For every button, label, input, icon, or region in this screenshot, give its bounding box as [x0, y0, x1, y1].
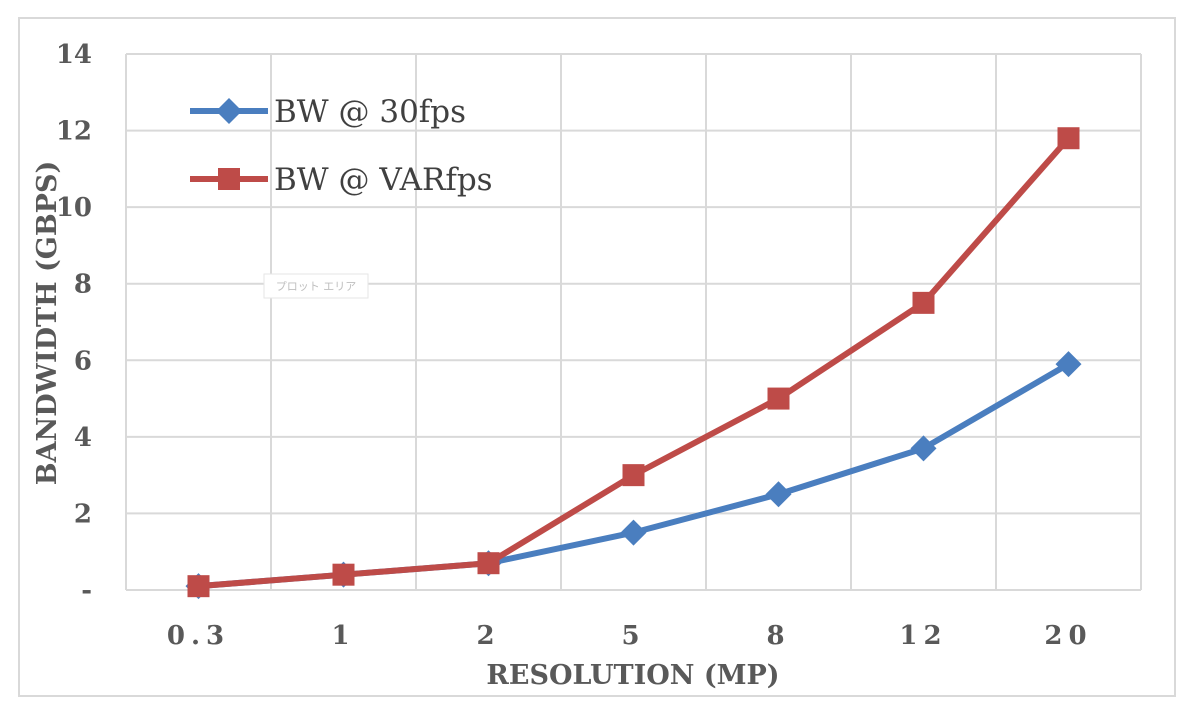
x-tick-label-3: 5: [621, 621, 645, 651]
x-tick-label-2: 2: [476, 621, 500, 651]
series-1-point-2: [477, 552, 500, 575]
x-axis-ticks: 0.3 1 2 5 8 12 20: [167, 621, 1092, 651]
series-1-point-0: [187, 575, 210, 598]
y-tick-label-2: 4: [74, 423, 92, 453]
y-tick-label-6: 12: [56, 117, 92, 147]
series-0-point-6: [1055, 351, 1082, 378]
x-tick-label-4: 8: [766, 621, 790, 651]
legend-label-1: BW @ VARfps: [274, 162, 493, 198]
y-tick-label-1: 2: [74, 499, 92, 529]
plot-area-tooltip: プロット エリア: [263, 273, 369, 299]
series-1-point-4: [767, 387, 790, 410]
series-0-point-4: [765, 481, 792, 508]
x-tick-label-6: 20: [1044, 621, 1092, 651]
grid: [125, 53, 1142, 591]
y-tick-label-7: 14: [56, 40, 92, 70]
x-axis-title: RESOLUTION (MP): [486, 660, 779, 691]
y-axis-ticks: - 2 4 6 8 10 12 14: [56, 40, 92, 606]
series-1: [187, 127, 1080, 598]
y-tick-label-3: 6: [74, 346, 92, 376]
x-tick-label-0: 0.3: [167, 621, 230, 651]
series-1-point-5: [912, 291, 935, 314]
legend-label-0: BW @ 30fps: [274, 94, 466, 130]
y-tick-label-0: -: [81, 576, 92, 606]
series-1-point-6: [1057, 127, 1080, 150]
x-tick-label-1: 1: [331, 621, 355, 651]
legend-marker-1: [218, 168, 240, 190]
series-1-point-3: [622, 464, 645, 487]
legend-marker-0: [216, 98, 242, 124]
series-0-point-3: [620, 519, 647, 546]
series-1-point-1: [332, 563, 355, 586]
y-tick-label-5: 10: [56, 193, 92, 223]
series-layer: [185, 127, 1082, 600]
y-axis-title: BANDWIDTH (GBPS): [32, 161, 63, 485]
plot-area-tooltip-text: プロット エリア: [276, 280, 357, 293]
series-line-1: [195, 135, 1072, 590]
x-tick-label-5: 12: [899, 621, 947, 651]
series-0-point-5: [910, 435, 937, 462]
y-tick-label-4: 8: [74, 270, 92, 300]
legend: BW @ 30fps BW @ VARfps: [190, 94, 493, 198]
